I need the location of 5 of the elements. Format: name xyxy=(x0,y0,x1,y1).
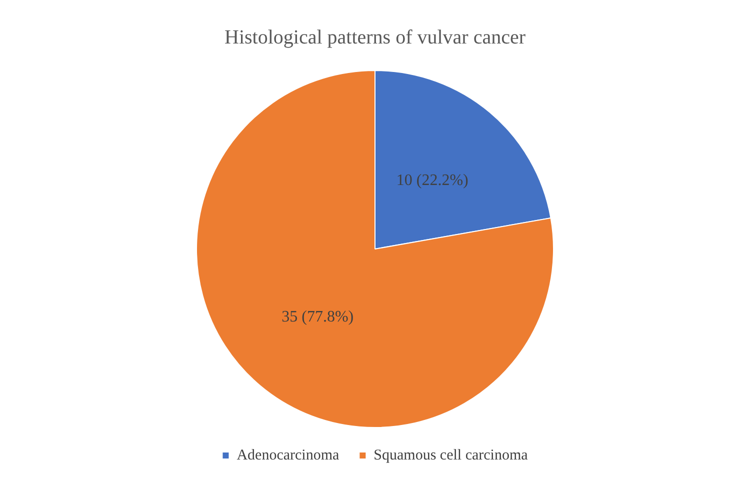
data-label: 35 (77.8%) xyxy=(282,308,354,326)
data-label: 10 (22.2%) xyxy=(396,172,468,189)
legend-label: Adenocarcinoma xyxy=(236,447,340,464)
chart-title: Histological patterns of vulvar cancer xyxy=(224,26,526,48)
legend-label: Squamous cell carcinoma xyxy=(374,447,528,464)
